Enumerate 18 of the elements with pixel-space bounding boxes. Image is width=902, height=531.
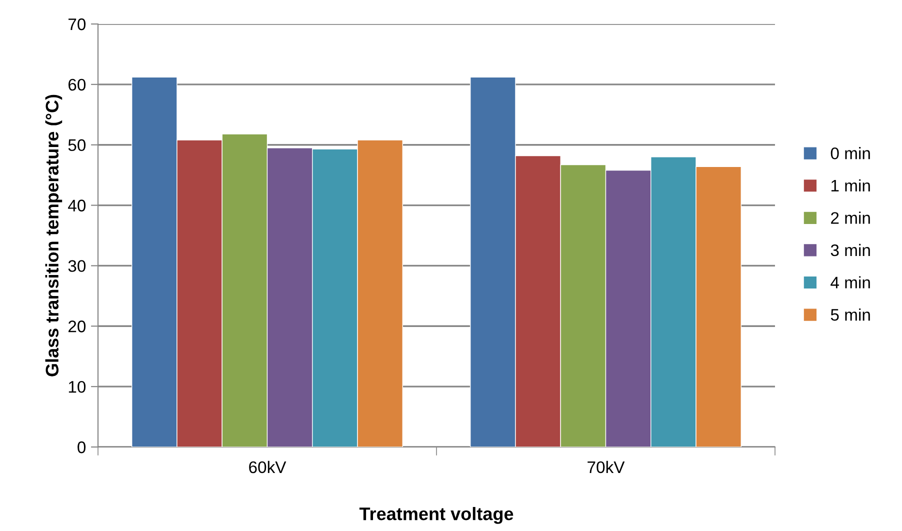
y-tick-label: 40 [68,200,86,212]
legend-label: 2 min [831,212,870,224]
y-tick-label: 60 [68,78,86,91]
x-tick-label: 70kV [588,460,625,474]
legend-label: 1 min [831,179,870,192]
x-axis-title: Treatment voltage [359,506,514,524]
y-tick-label: 30 [68,260,86,272]
y-tick-label: 70 [68,18,86,30]
y-tick-label: 0 [78,441,86,454]
legend-label: 0 min [830,147,870,160]
y-tick-label: 50 [68,139,86,152]
y-tick-label: 10 [68,380,86,393]
y-tick-label: 20 [68,320,86,332]
legend-label: 5 min [830,308,870,321]
legend-label: 4 min [830,276,870,288]
legend-label: 3 min [830,244,870,256]
y-axis-title: Glass transition temperature (°C) [45,94,62,376]
x-tick-label: 60kV [249,460,286,474]
